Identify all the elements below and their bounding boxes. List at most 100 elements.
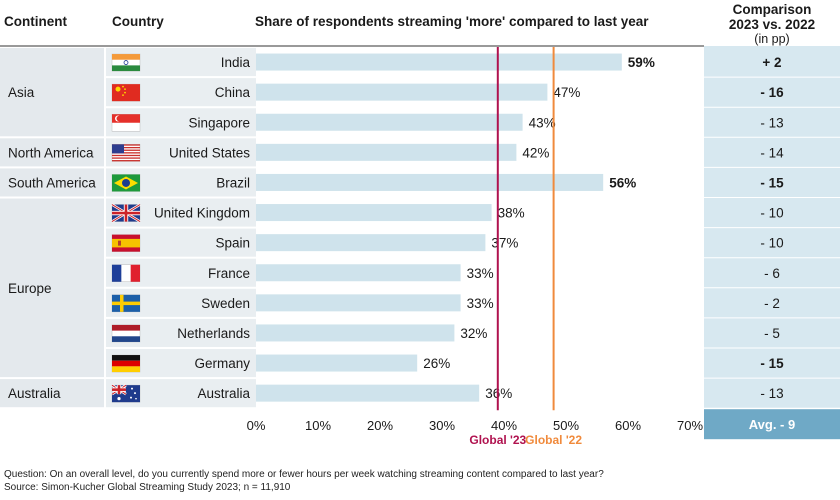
bar-value-label: 38% [498, 206, 525, 221]
comparison-value: - 6 [764, 266, 780, 281]
bar-value-label: 37% [491, 236, 518, 251]
comparison-value: - 10 [760, 236, 783, 251]
flag-stripe [112, 144, 140, 146]
bar [256, 53, 622, 71]
comparison-value: - 15 [760, 175, 784, 190]
comparison-value: - 13 [760, 115, 783, 130]
bar-value-label: 33% [467, 296, 494, 311]
country-label: Brazil [216, 175, 250, 190]
continent-header: Continent [4, 14, 67, 29]
continent-label: Asia [8, 85, 35, 100]
x-tick-label: 0% [247, 418, 266, 433]
usa-flag [111, 144, 141, 162]
x-tick-label: 60% [615, 418, 641, 433]
country-label: United Kingdom [154, 206, 250, 221]
bar [256, 264, 461, 282]
x-tick-label: 20% [367, 418, 393, 433]
flag-stripe [112, 324, 140, 331]
bar [256, 143, 517, 161]
flag-stripe [112, 149, 140, 151]
brazil-flag [111, 174, 141, 192]
flag-stripe [112, 146, 140, 149]
india-flag [111, 53, 141, 72]
flag-stripe [112, 114, 140, 123]
singapore-flag [111, 114, 141, 132]
flag-stripe [112, 366, 140, 373]
bar [256, 354, 418, 372]
flag-stripe [112, 65, 140, 72]
flag-star [122, 94, 124, 97]
bar-value-label: 59% [628, 55, 655, 70]
continent-label: North America [8, 145, 94, 160]
footnote-question: Question: On an overall level, do you cu… [4, 469, 604, 480]
chart-title: Share of respondents streaming 'more' co… [255, 14, 649, 29]
x-tick-label: 70% [677, 418, 703, 433]
x-tick-label: 40% [491, 418, 517, 433]
comparison-value: - 5 [764, 326, 780, 341]
country-label: Singapore [188, 115, 250, 130]
flag-stripe [112, 154, 140, 157]
bar [256, 234, 486, 252]
country-label: Spain [215, 236, 250, 251]
flag-stripe [112, 336, 140, 342]
continent-band [0, 198, 104, 378]
germany-flag [111, 354, 141, 373]
netherlands-flag [111, 324, 141, 343]
continent-band [0, 168, 104, 197]
flag-star [135, 397, 137, 400]
average-box [704, 409, 840, 440]
bar-value-label: 42% [522, 145, 549, 160]
bar [256, 324, 455, 342]
bar-value-label: 33% [467, 266, 494, 281]
flag-stripe [112, 264, 122, 282]
reference-line-label: Global '22 [525, 433, 582, 447]
flag-field [112, 84, 140, 102]
bar-value-label: 43% [529, 115, 556, 130]
flag-chakra [123, 60, 129, 65]
flag-star [131, 387, 133, 390]
flag-star [122, 85, 124, 88]
comparison-value: - 10 [760, 206, 783, 221]
comparison-header-line1: Comparison [732, 2, 812, 17]
bar [256, 294, 461, 312]
china-flag [111, 83, 141, 102]
flag-star [117, 397, 121, 401]
country-label: Sweden [201, 296, 250, 311]
comparison-header-line2: 2023 vs. 2022 [728, 17, 816, 32]
continent-band [0, 138, 104, 167]
flag-moon [116, 115, 123, 122]
comparison-header: Comparison 2023 vs. 2022 (in pp) [704, 2, 840, 47]
flag-star [124, 88, 126, 91]
continent-label: South America [8, 175, 96, 190]
country-header: Country [112, 14, 164, 29]
spain-flag [111, 234, 141, 252]
flag-star [115, 86, 121, 92]
reference-line-label: Global '23 [469, 433, 526, 447]
flag-stripe [112, 54, 140, 60]
flag-stripe [112, 157, 140, 159]
flag-cross [112, 388, 126, 391]
flag-emblem [118, 240, 121, 246]
flag-cross [112, 301, 140, 306]
bar [256, 173, 604, 191]
flag-star [134, 392, 136, 395]
france-flag [111, 264, 141, 282]
flag-stripe [112, 238, 140, 248]
bar [256, 204, 492, 222]
comparison-value: - 13 [760, 386, 783, 401]
flag-canton [112, 144, 124, 154]
comparison-header-line3: (in pp) [754, 32, 790, 46]
x-tick-label: 50% [553, 418, 579, 433]
continent-label: Australia [8, 386, 61, 401]
country-label: China [215, 85, 251, 100]
country-label: France [208, 266, 250, 281]
continent-label: Europe [8, 281, 52, 296]
flag-stripe [112, 152, 140, 154]
country-label: Australia [197, 386, 250, 401]
flag-star [130, 396, 132, 399]
comparison-value: - 16 [760, 85, 784, 100]
comparison-value: - 14 [760, 145, 784, 160]
bar [256, 384, 480, 402]
